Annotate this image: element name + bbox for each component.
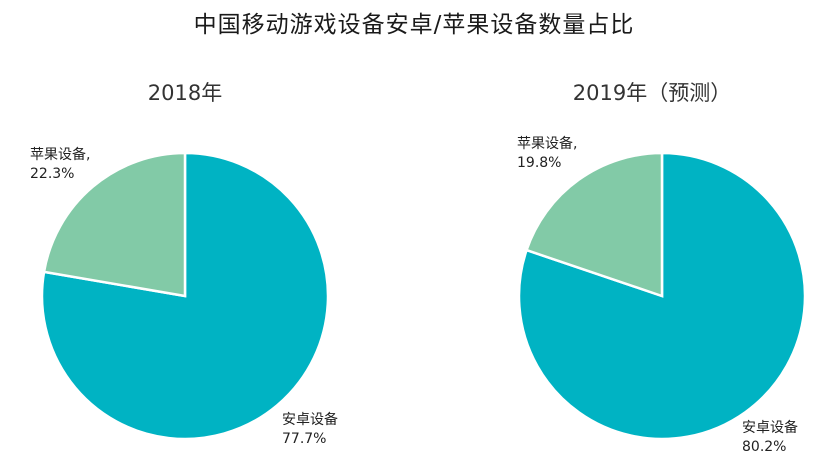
slice-label-android: 安卓设备 [742,419,798,436]
slice-value-android: 77.7% [282,431,326,447]
page-title: 中国移动游戏设备安卓/苹果设备数量占比 [193,12,635,38]
slice-value-apple: 19.8% [517,155,561,171]
slice-value-android: 80.2% [742,439,786,455]
pie-chart-2: 2019年（预测） 安卓设备 80.2% 苹果设备, 19.8% [517,81,807,455]
pie-slice-apple [42,151,187,298]
slice-value-apple: 22.3% [30,166,74,182]
chart-subtitle: 2019年（预测） [573,81,731,105]
pie-slice-apple [524,151,664,298]
chart-subtitle: 2018年 [148,81,222,105]
slice-label-apple: 苹果设备, [517,135,577,152]
pie-slice-android [517,151,807,441]
slice-label-android: 安卓设备 [282,411,338,428]
slice-label-apple: 苹果设备, [30,146,90,163]
